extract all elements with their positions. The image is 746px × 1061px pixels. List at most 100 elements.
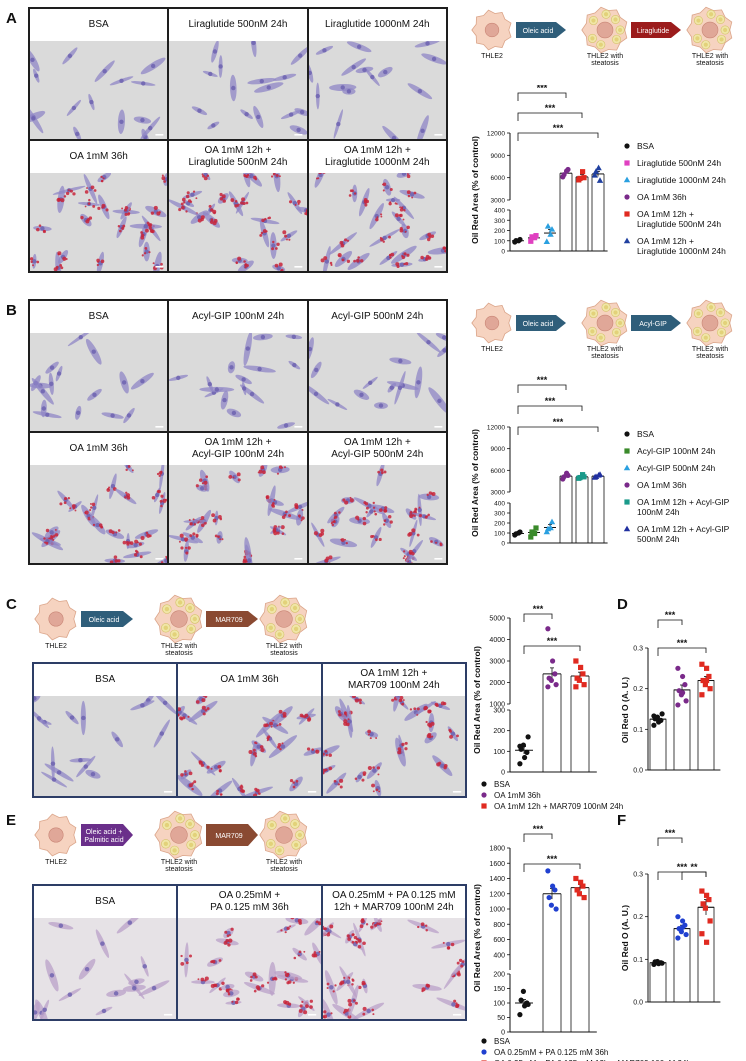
legend-label: BSA [637, 141, 654, 151]
data-point [623, 525, 631, 532]
data-point [595, 164, 602, 171]
data-point [675, 914, 681, 920]
y-axis-label: Oil Red O (A. U.) [622, 905, 630, 971]
tick-label: 100 [494, 238, 505, 245]
data-point [706, 897, 712, 903]
micrograph-image [308, 41, 446, 139]
significance-label: *** [545, 103, 556, 113]
significance-label: *** [537, 85, 548, 93]
micrograph-image [169, 465, 307, 563]
data-group [650, 958, 666, 968]
data-point [573, 658, 579, 664]
data-point [517, 743, 523, 749]
data-point [574, 887, 580, 893]
tick-label: 0.0 [633, 768, 643, 775]
legend-label: OA 1mM 12h + Acyl-GIP 100nM 24h [637, 497, 730, 517]
data-point [513, 237, 519, 244]
data-point [659, 960, 665, 966]
data-point [481, 803, 487, 809]
cell-icon-steatosis [259, 594, 308, 644]
data-point [580, 671, 586, 677]
significance-label: *** [553, 123, 564, 133]
legend-label: OA 1mM 36h [637, 480, 687, 490]
data-point [623, 176, 631, 183]
tick-label: 9000 [491, 153, 506, 160]
data-point [699, 931, 705, 937]
arrow-label: Oleic acid [523, 321, 554, 328]
data-group [571, 658, 589, 690]
tick-label: 200 [494, 228, 505, 235]
cell-icon-steatosis [686, 6, 733, 54]
data-point [517, 761, 523, 767]
data-point [548, 226, 556, 232]
chart-e: 0 50 100 150 200 400 600 800 1000 1200 1400 1600 180… [472, 824, 691, 1061]
data-point [544, 525, 552, 532]
significance-label: ** [690, 862, 698, 872]
data-point [659, 711, 665, 717]
cell-icon-steatosis [154, 810, 203, 860]
data-point [543, 528, 550, 535]
tick-label: 2000 [489, 680, 505, 687]
data-point [545, 868, 551, 874]
data-point [704, 677, 710, 684]
micrograph-image [30, 333, 168, 431]
significance-bracket [517, 426, 599, 435]
micrograph-caption: OA 1mM 36h [178, 664, 321, 696]
tick-label: 1800 [489, 846, 505, 853]
micrograph-cell: OA 0.25mM + PA 0.125 mM 36h [178, 886, 321, 1019]
micrograph-cell: Liraglutide 500nM 24h [169, 9, 307, 139]
data-point [680, 690, 686, 696]
data-point [481, 1038, 487, 1044]
panel-label-f: F [617, 812, 627, 829]
data-point [578, 664, 584, 671]
tick-label: 300 [494, 218, 505, 225]
data-point [525, 734, 531, 740]
data-point [481, 792, 487, 798]
scheme-cell-label: THLE2 [481, 346, 503, 353]
scheme-cell-label: THLE2 with steatosis [692, 53, 728, 67]
chart-f: 0.00.10.20.3********Oil Red O (A. U.) [622, 828, 721, 1007]
data-group [515, 988, 533, 1018]
legend-label: OA 1mM 12h + Liraglutide 1000nM 24h [637, 236, 726, 256]
chart-d: 0.0 0.1 0.2 0.3 *** *** Oil Red O (A. U.) [622, 610, 721, 775]
tick-label: 1000 [489, 907, 505, 914]
micrograph-cell: BSA [30, 9, 168, 139]
data-point [581, 175, 587, 181]
data-group [650, 711, 666, 728]
data-group [698, 888, 714, 945]
legend-label: OA 0.25mM + PA 0.125 mM 12h + MAR709 100… [494, 1059, 691, 1061]
data-point [700, 677, 706, 684]
data-point [517, 1012, 523, 1018]
tick-label: 400 [494, 208, 505, 215]
data-group [528, 233, 540, 244]
significance-bracket [523, 833, 553, 842]
data-point [624, 160, 630, 166]
data-point [624, 499, 630, 505]
data-point [532, 530, 538, 537]
data-group [512, 529, 524, 538]
data-point [675, 665, 681, 671]
data-group [528, 525, 540, 540]
micrograph-cell: OA 0.25mM + PA 0.125 mM 12h + MAR709 100… [322, 886, 465, 1019]
tick-label: 1400 [489, 876, 505, 883]
tick-label: 0 [501, 770, 505, 777]
data-point [577, 175, 583, 182]
chart-b: 0 100 200 300 400 3000 6000 9000 12000 *** *** *** O… [470, 375, 730, 548]
significance-bracket [657, 619, 683, 628]
micrograph-image [169, 173, 307, 271]
arrow-treatment-2: Liraglutide [631, 22, 681, 38]
panel-label-c: C [6, 596, 17, 613]
significance-label: *** [545, 396, 556, 406]
micrograph-image [34, 696, 177, 796]
data-group [543, 223, 556, 244]
tick-label: 12000 [487, 131, 505, 138]
micrograph-cell: OA 1mM 36h [178, 664, 321, 796]
data-point [624, 431, 630, 437]
data-point [529, 529, 535, 535]
data-point [517, 529, 523, 535]
data-point [596, 177, 604, 183]
significance-label: *** [677, 862, 688, 872]
scheme-cell-label: THLE2 [481, 53, 503, 60]
tick-label: 6000 [491, 468, 506, 475]
significance-label: *** [533, 604, 544, 614]
